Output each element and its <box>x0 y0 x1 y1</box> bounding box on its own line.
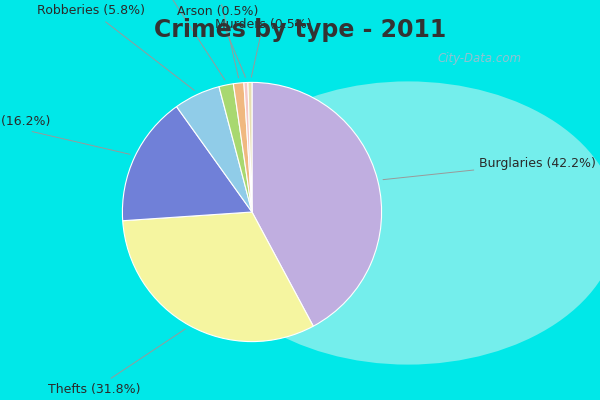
Wedge shape <box>252 82 382 326</box>
Wedge shape <box>244 82 252 212</box>
Wedge shape <box>233 83 252 212</box>
Text: Thefts (31.8%): Thefts (31.8%) <box>49 329 185 396</box>
Ellipse shape <box>198 81 600 365</box>
Wedge shape <box>219 84 252 212</box>
Text: Assaults (1.8%): Assaults (1.8%) <box>113 0 225 80</box>
Wedge shape <box>176 87 252 212</box>
Text: Auto thefts (16.2%): Auto thefts (16.2%) <box>0 115 130 154</box>
Text: Murders (0.5%): Murders (0.5%) <box>215 18 311 77</box>
Wedge shape <box>248 82 252 212</box>
Text: Burglaries (42.2%): Burglaries (42.2%) <box>383 157 596 180</box>
Text: City-Data.com: City-Data.com <box>438 52 522 65</box>
Text: Rapes (1.3%): Rapes (1.3%) <box>177 0 261 78</box>
Text: Robberies (5.8%): Robberies (5.8%) <box>37 4 194 90</box>
Wedge shape <box>122 212 313 342</box>
Text: Crimes by type - 2011: Crimes by type - 2011 <box>154 18 446 42</box>
Text: Arson (0.5%): Arson (0.5%) <box>177 5 259 77</box>
Wedge shape <box>122 107 252 221</box>
